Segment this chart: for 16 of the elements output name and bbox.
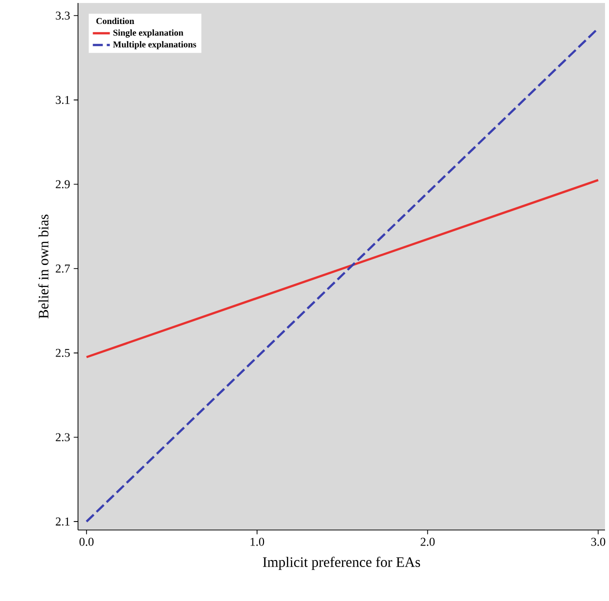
y-tick-label: 2.7 <box>56 264 70 273</box>
x-tick-label: 1.0 <box>250 538 264 546</box>
y-tick-label: 3.1 <box>56 96 70 104</box>
x-tick-label: 3.0 <box>591 538 606 546</box>
y-tick-label: 2.1 <box>56 518 70 526</box>
y-tick-label: 2.9 <box>56 180 70 188</box>
x-tick-label: 2.0 <box>420 538 435 546</box>
y-axis-title: Belief in own bias <box>38 214 48 318</box>
legend-label: Single explanation <box>113 29 184 38</box>
legend-label: Multiple explanations <box>113 41 196 50</box>
y-tick-label: 3.3 <box>56 12 70 20</box>
x-tick-label: 0.0 <box>80 538 94 546</box>
legend-title: Condition <box>96 18 134 24</box>
y-tick-label: 2.3 <box>56 433 70 442</box>
x-axis-title: Implicit preference for EAs <box>262 556 420 570</box>
y-tick-label: 2.5 <box>56 348 70 357</box>
